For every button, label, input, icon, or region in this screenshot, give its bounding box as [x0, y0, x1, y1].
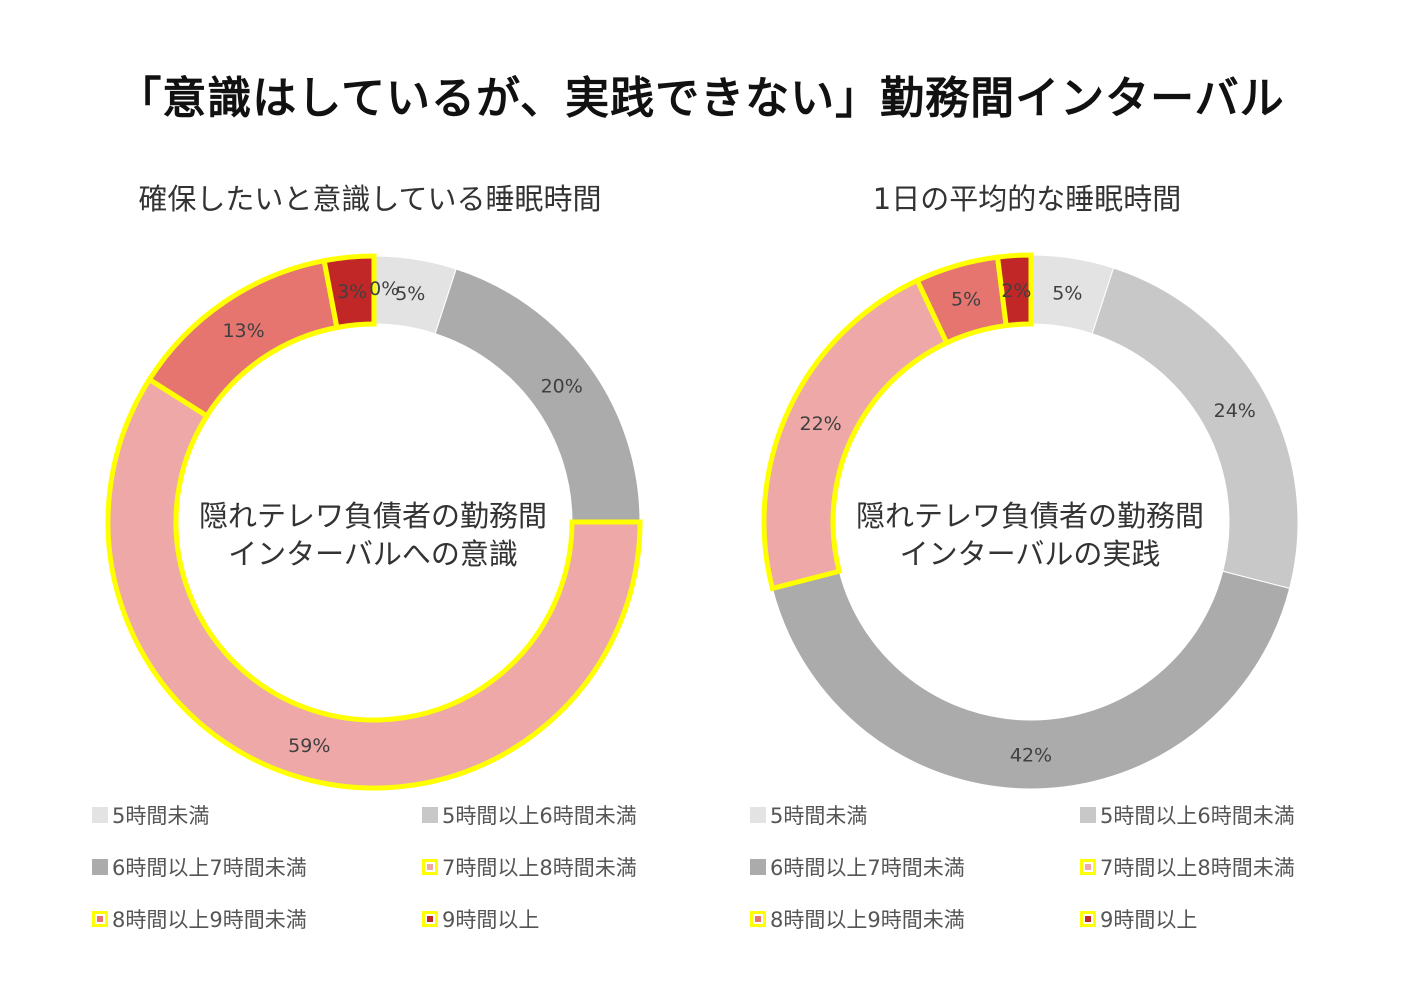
legend-label: 6時間以上7時間未満: [770, 856, 965, 880]
legend-label: 5時間以上6時間未満: [1100, 804, 1295, 828]
legend-swatch: [92, 911, 108, 927]
chart-2-legend-item-2: 5時間以上6時間未満: [1080, 800, 1295, 830]
chart-1-data-label-6: 3%: [337, 281, 367, 303]
chart-1-data-label-3: 0%: [369, 278, 399, 300]
legend-label: 5時間未満: [770, 804, 868, 828]
chart-1-center-line-2: インターバルへの意識: [228, 537, 518, 571]
chart-2-legend-item-1: 5時間未満: [750, 800, 867, 830]
legend-label: 5時間以上6時間未満: [442, 804, 637, 828]
chart-1-data-label-4: 59%: [288, 735, 330, 757]
chart-1-legend-item-2: 5時間以上6時間未満: [422, 800, 637, 830]
chart-2-title: 1日の平均的な睡眠時間: [872, 182, 1182, 216]
legend-swatch: [750, 859, 766, 875]
chart-1-title: 確保したいと意識している睡眠時間: [138, 182, 602, 216]
chart-1-slice-4: [105, 376, 643, 791]
chart-2-center-label: 隠れテレワ負債者の勤務間 インターバルの実践: [820, 497, 1240, 573]
chart-1-center-line-1: 隠れテレワ負債者の勤務間: [198, 499, 547, 533]
legend-swatch: [92, 807, 108, 823]
chart-1-legend-item-1: 5時間未満: [92, 800, 209, 830]
chart-2-center-line-2: インターバルの実践: [899, 537, 1161, 571]
chart-2-center-line-1: 隠れテレワ負債者の勤務間: [855, 499, 1204, 533]
chart-1-data-label-1: 5%: [395, 283, 425, 305]
legend-swatch: [1080, 807, 1096, 823]
legend-label: 8時間以上9時間未満: [770, 908, 965, 932]
chart-1-legend: 5時間未満 5時間以上6時間未満 6時間以上7時間未満 7時間以上8時間未満 8時間以上…: [92, 798, 692, 958]
page-title: 「意識はしているが、実践できない」勤務間インターバル: [117, 73, 1285, 124]
chart-1-legend-item-4: 7時間以上8時間未満: [422, 852, 637, 882]
chart-1-center-label: 隠れテレワ負債者の勤務間 インターバルへの意識: [163, 497, 583, 573]
chart-1-legend-item-5: 8時間以上9時間未満: [92, 904, 307, 934]
chart-1-slice-6: [321, 253, 377, 331]
legend-swatch: [750, 807, 766, 823]
chart-2-legend-item-4: 7時間以上8時間未満: [1080, 852, 1295, 882]
chart-1-data-label-2: 20%: [541, 376, 583, 398]
chart-2-legend-item-5: 8時間以上9時間未満: [750, 904, 965, 934]
legend-label: 7時間以上8時間未満: [442, 856, 637, 880]
legend-swatch: [422, 859, 438, 875]
legend-swatch: [422, 807, 438, 823]
chart-1-slice-2: [434, 268, 641, 523]
chart-2-legend-item-6: 9時間以上: [1080, 904, 1197, 934]
chart-1-legend-item-6: 9時間以上: [422, 904, 539, 934]
legend-swatch: [750, 911, 766, 927]
legend-label: 9時間以上: [442, 908, 540, 932]
legend-swatch: [422, 911, 438, 927]
chart-2-legend: 5時間未満 5時間以上6時間未満 6時間以上7時間未満 7時間以上8時間未満 8時間以上…: [750, 798, 1350, 958]
legend-label: 9時間以上: [1100, 908, 1198, 932]
legend-swatch: [1080, 859, 1096, 875]
legend-label: 5時間未満: [112, 804, 210, 828]
legend-label: 7時間以上8時間未満: [1100, 856, 1295, 880]
legend-swatch: [92, 859, 108, 875]
chart-1-legend-item-3: 6時間以上7時間未満: [92, 852, 307, 882]
legend-swatch: [1080, 911, 1096, 927]
legend-label: 8時間以上9時間未満: [112, 908, 307, 932]
chart-2-legend-item-3: 6時間以上7時間未満: [750, 852, 965, 882]
chart-1-data-label-5: 13%: [222, 320, 264, 342]
legend-label: 6時間以上7時間未満: [112, 856, 307, 880]
